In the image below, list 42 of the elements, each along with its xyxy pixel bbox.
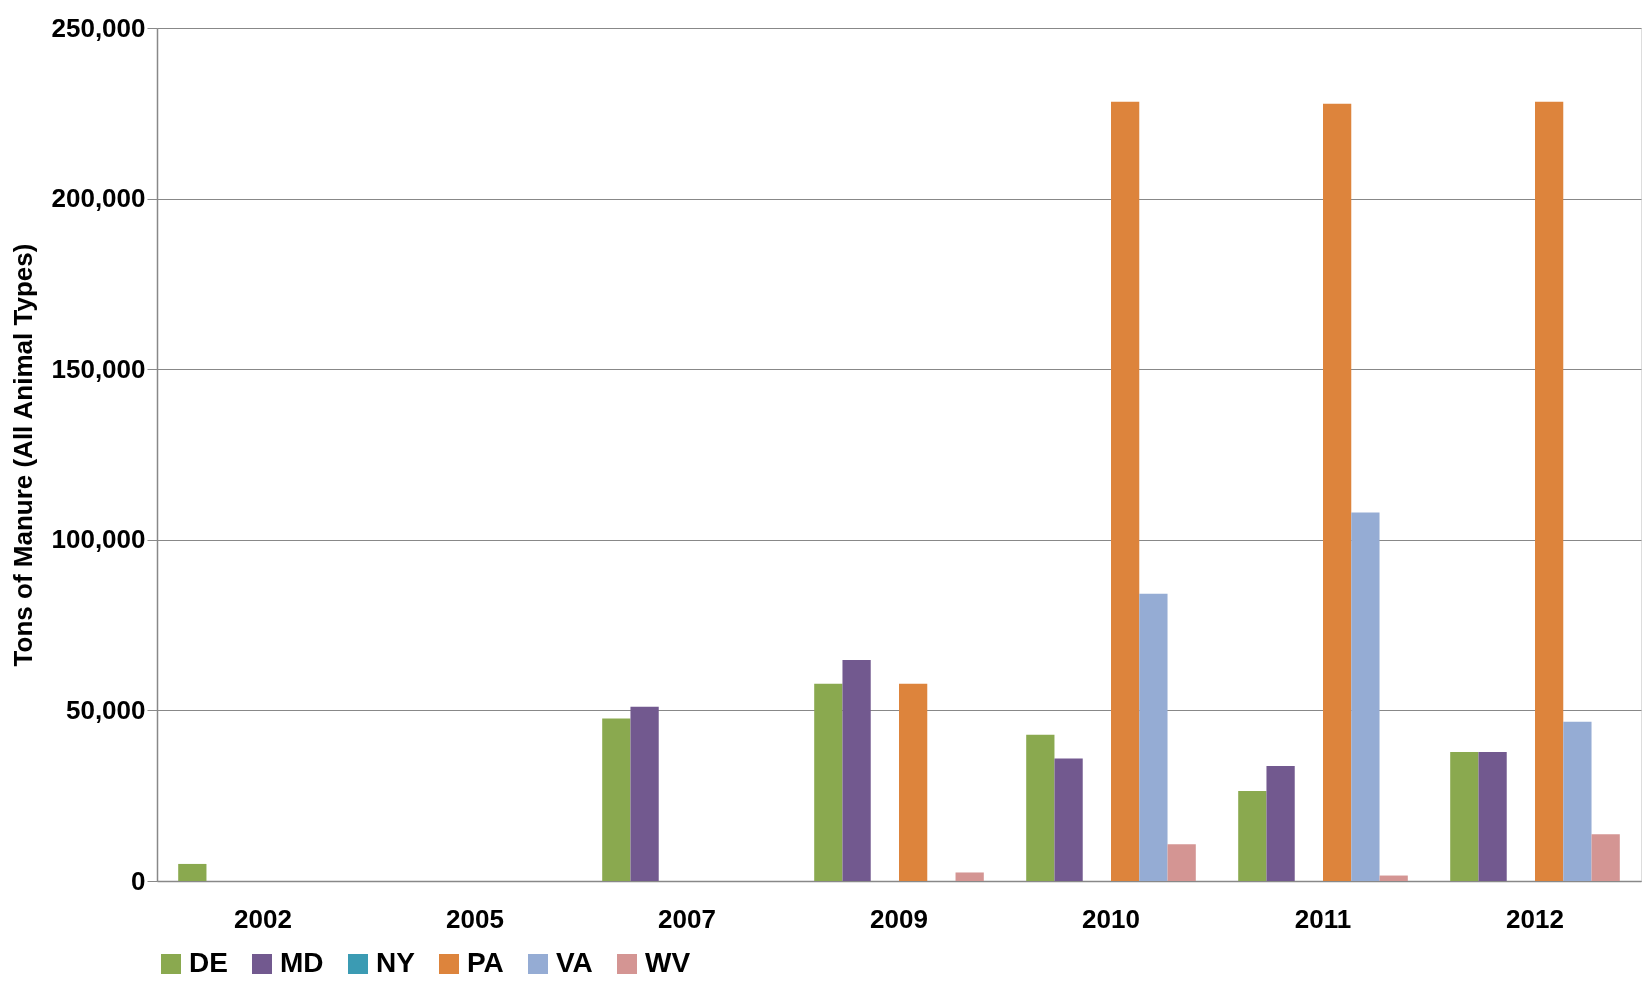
y-tick-label: 250,000 <box>51 12 146 43</box>
legend-label: NY <box>376 947 416 978</box>
y-tick-label: 150,000 <box>51 353 146 384</box>
x-tick-label: 2002 <box>234 903 292 934</box>
x-tick-label: 2009 <box>870 903 928 934</box>
bar <box>1323 103 1352 881</box>
bar <box>1167 844 1196 881</box>
bar <box>842 659 871 881</box>
x-tick-label: 2005 <box>446 903 504 934</box>
bar <box>1450 752 1479 881</box>
bar <box>899 683 928 881</box>
x-tick-label: 2011 <box>1294 903 1352 934</box>
legend-label: MD <box>280 947 324 978</box>
bar <box>602 718 631 881</box>
legend-label: PA <box>467 947 504 978</box>
bar <box>955 872 984 881</box>
bar <box>1351 512 1380 881</box>
legend-label: DE <box>189 947 228 978</box>
bar <box>814 683 843 881</box>
bar <box>1563 721 1592 881</box>
x-tick-label: 2007 <box>658 903 716 934</box>
bar <box>1379 875 1408 881</box>
x-tick-label: 2010 <box>1082 903 1140 934</box>
bar <box>1111 101 1140 881</box>
bar <box>1478 752 1507 881</box>
bar <box>1139 593 1168 881</box>
y-tick-label: 100,000 <box>51 524 146 555</box>
bar <box>1266 766 1295 881</box>
x-tick-label: 2012 <box>1506 903 1564 934</box>
y-tick-label: 200,000 <box>51 183 146 214</box>
bar <box>1026 734 1055 881</box>
bar <box>178 863 207 881</box>
legend-label: VA <box>556 947 593 978</box>
y-tick-label: 50,000 <box>65 694 146 725</box>
bar <box>1591 834 1620 881</box>
legend-label: WV <box>645 947 691 978</box>
bar <box>630 706 659 881</box>
bar <box>1238 790 1267 881</box>
bar <box>1535 101 1564 881</box>
y-tick-label: 0 <box>131 865 146 896</box>
y-axis-title: Tons of Manure (All Animal Types) <box>7 243 38 667</box>
bar <box>1054 758 1083 881</box>
